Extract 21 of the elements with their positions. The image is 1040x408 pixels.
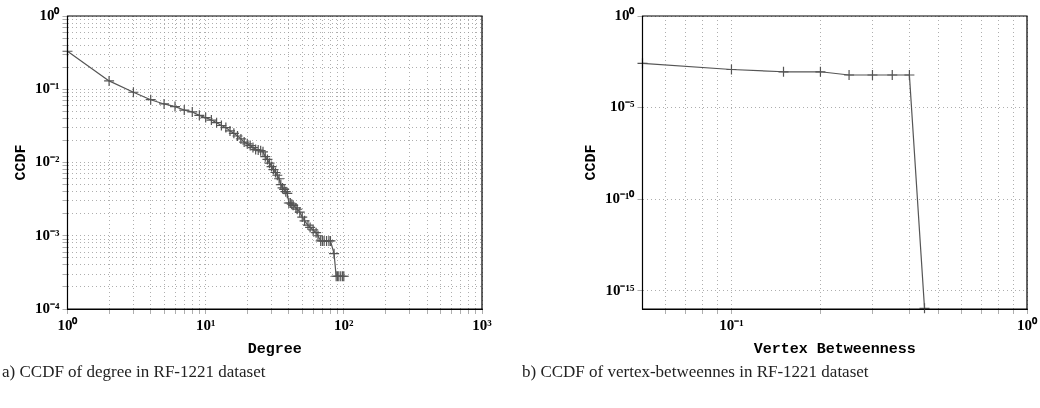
x-axis-title: Degree: [247, 340, 302, 358]
y-axis-title: CCDF: [582, 144, 600, 181]
y-tick-label: 10⁻¹⁰: [605, 189, 636, 206]
y-tick-label: 10⁻⁴: [35, 299, 60, 316]
y-tick-label: 10⁻³: [35, 226, 60, 243]
y-tick-label: 10⁻⁵: [610, 98, 635, 115]
y-tick-label: 10⁻¹: [35, 80, 60, 97]
y-axis-title: CCDF: [12, 144, 30, 181]
y-tick-label: 10⁻¹⁵: [605, 281, 635, 298]
text: b) CCDF of vertex-betweennes in RF-1221 dataset: [522, 362, 869, 382]
x-tick-label: 10¹: [195, 316, 216, 333]
x-axis-title: Vertex Betweenness: [753, 340, 916, 358]
x-tick-label: 10⁰: [1017, 315, 1038, 333]
y-tick-label: 10⁰: [39, 5, 61, 23]
y-tick-label: 10⁰: [614, 5, 636, 23]
x-tick-label: 10²: [334, 316, 355, 333]
x-tick-label: 10⁰: [57, 315, 79, 333]
x-tick-label: 10⁻¹: [719, 316, 744, 333]
text: a) CCDF of degree in RF-1221 dataset: [2, 362, 266, 382]
x-tick-label: 10³: [472, 316, 493, 333]
y-tick-label: 10⁻²: [35, 153, 60, 170]
